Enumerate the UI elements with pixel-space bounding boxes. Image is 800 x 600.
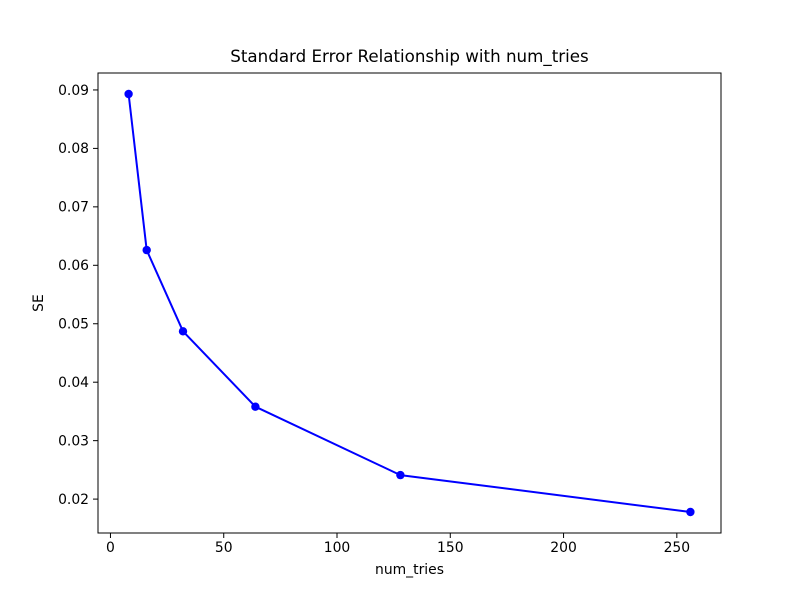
x-tick-label: 200 <box>550 540 577 556</box>
y-tick-label: 0.02 <box>58 492 89 508</box>
data-point-marker <box>142 245 151 255</box>
axis-ticks: 0 50 100 150 200 250 0.02 0.03 0.04 0.05 0.06 0.07 0… <box>58 83 690 556</box>
x-axis-label: num_tries <box>375 562 444 578</box>
data-point-marker <box>251 402 260 411</box>
data-point-marker <box>396 470 405 480</box>
y-tick-label: 0.03 <box>58 433 89 449</box>
data-point-marker <box>178 327 188 336</box>
y-tick-label: 0.07 <box>58 200 89 216</box>
y-tick-label: 0.05 <box>58 317 89 333</box>
plot-frame <box>97 72 722 534</box>
x-tick-label: 150 <box>437 540 464 556</box>
chart-title: Standard Error Relationship with num_tri… <box>230 46 588 67</box>
data-point-marker <box>124 89 133 99</box>
y-tick-label: 0.04 <box>58 375 89 391</box>
y-tick-label: 0.09 <box>58 83 89 99</box>
x-tick-label: 250 <box>664 540 691 556</box>
y-tick-label: 0.06 <box>58 258 89 274</box>
y-axis-label: SE <box>31 294 47 312</box>
x-tick-label: 0 <box>106 540 115 556</box>
x-tick-label: 50 <box>215 540 233 556</box>
series-line <box>127 93 692 513</box>
plot-area <box>124 89 695 517</box>
x-tick-label: 100 <box>324 540 351 556</box>
y-tick-label: 0.08 <box>58 141 89 157</box>
data-point-marker <box>686 507 695 517</box>
